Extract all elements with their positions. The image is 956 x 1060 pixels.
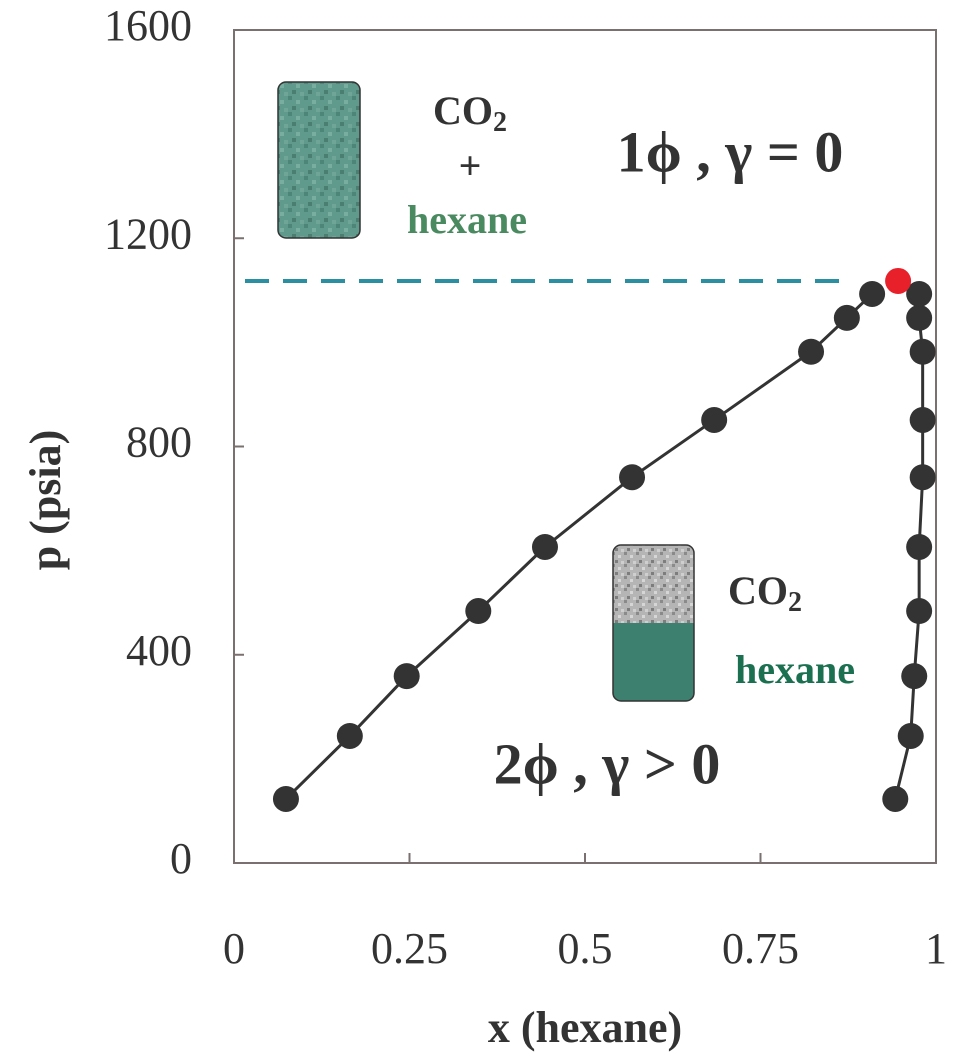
formula: CO bbox=[433, 88, 493, 133]
data-point bbox=[619, 464, 645, 490]
formula: CO bbox=[728, 568, 788, 613]
y-tick-label: 0 bbox=[170, 834, 192, 883]
two-phase-icon bbox=[613, 545, 694, 701]
data-point bbox=[273, 786, 299, 812]
x-tick-label: 0.5 bbox=[558, 924, 613, 973]
y-tick-label: 1600 bbox=[104, 1, 192, 50]
data-point bbox=[910, 339, 936, 365]
subscript: 2 bbox=[493, 107, 507, 138]
critical-point bbox=[885, 268, 911, 294]
data-point bbox=[701, 407, 727, 433]
mixture-icon bbox=[278, 82, 360, 238]
annotation: + bbox=[459, 143, 482, 188]
annotation: CO2 bbox=[728, 568, 802, 618]
annotation: CO2 bbox=[433, 88, 507, 138]
data-point bbox=[901, 663, 927, 689]
annotation: 1ϕ , γ = 0 bbox=[617, 119, 844, 184]
data-point bbox=[798, 339, 824, 365]
data-point bbox=[882, 786, 908, 812]
data-point bbox=[834, 305, 860, 331]
annotation: hexane bbox=[735, 647, 855, 692]
chart: CO2 + hexane 1ϕ , γ = 0 CO2 hexane 2ϕ , … bbox=[0, 0, 956, 1060]
data-point bbox=[906, 598, 932, 624]
y-tick-label: 1200 bbox=[104, 209, 192, 258]
page: {"chart_data": { "type": "scatter", "x_l… bbox=[0, 0, 956, 1060]
data-point bbox=[532, 534, 558, 560]
series-line bbox=[286, 294, 872, 799]
data-point bbox=[910, 407, 936, 433]
data-point bbox=[859, 281, 885, 307]
x-axis-label: x (hexane) bbox=[488, 1003, 682, 1052]
data-point bbox=[394, 663, 420, 689]
y-tick-label: 800 bbox=[126, 418, 192, 467]
x-tick-label: 0.25 bbox=[371, 924, 448, 973]
annotation: hexane bbox=[407, 197, 527, 242]
x-tick-label: 0.75 bbox=[722, 924, 799, 973]
data-point bbox=[906, 534, 932, 560]
x-tick-label: 1 bbox=[925, 924, 947, 973]
data-point bbox=[910, 464, 936, 490]
y-axis-label: p (psia) bbox=[21, 430, 70, 571]
data-point bbox=[465, 598, 491, 624]
subscript: 2 bbox=[788, 587, 802, 618]
y-tick-label: 400 bbox=[126, 626, 192, 675]
data-point bbox=[337, 723, 363, 749]
annotation: 2ϕ , γ > 0 bbox=[494, 731, 721, 796]
x-tick-label: 0 bbox=[223, 924, 245, 973]
data-point bbox=[898, 723, 924, 749]
data-point bbox=[906, 305, 932, 331]
